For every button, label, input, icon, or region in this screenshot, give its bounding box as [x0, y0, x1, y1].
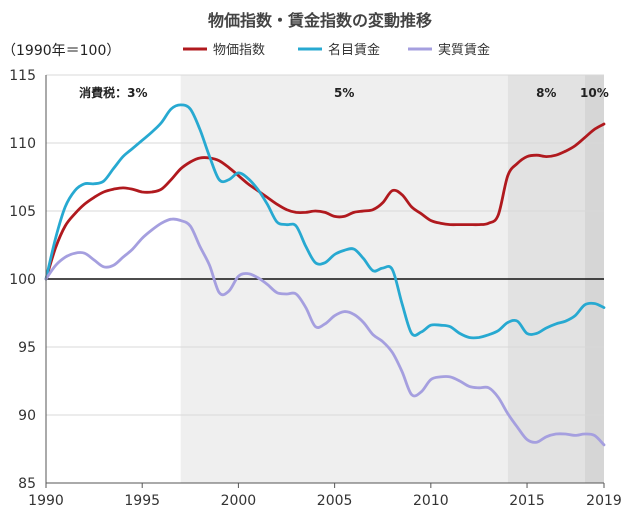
axes: 85 90 95 100 105 110 115 1990 1995 2000 2005 2010 20…	[9, 68, 622, 509]
x-tick-label-1995: 1995	[124, 493, 160, 509]
x-tick-label-2010: 2010	[413, 493, 449, 509]
tax-label-1: 5%	[334, 86, 354, 100]
legend-label-2: 実質賃金	[438, 42, 490, 58]
series-line-1	[44, 103, 606, 340]
x-tick-label-2000: 2000	[221, 493, 257, 509]
tax-period-labels: 消費税：3% 5% 8% 10%	[79, 85, 609, 100]
y-tick-label-105: 105	[9, 204, 36, 220]
y-tick-label-115: 115	[9, 68, 36, 84]
tax-label-0: 消費税：3%	[79, 85, 147, 100]
series-line-2	[44, 217, 606, 447]
legend: 物価指数 名目賃金 実質賃金	[183, 42, 490, 58]
x-tick-label-1990: 1990	[28, 493, 64, 509]
legend-label-1: 名目賃金	[328, 42, 380, 58]
chart-title: 物価指数・賃金指数の変動推移	[208, 11, 432, 30]
y-tick-label-90: 90	[18, 408, 36, 424]
x-tick-label-2015: 2015	[509, 493, 545, 509]
y-tick-label-95: 95	[18, 340, 36, 356]
y-tick-label-100: 100	[9, 272, 36, 288]
tax-label-2: 8%	[536, 86, 556, 100]
x-tick-label-2005: 2005	[317, 493, 353, 509]
x-tick-label-2019: 2019	[586, 493, 622, 509]
series-line-0	[44, 122, 606, 281]
unit-label: （1990年＝100）	[2, 43, 120, 59]
tax-label-3: 10%	[580, 86, 609, 100]
series-lines	[44, 103, 606, 447]
y-tick-label-110: 110	[9, 136, 36, 152]
legend-label-0: 物価指数	[213, 43, 265, 58]
y-tick-label-85: 85	[18, 476, 36, 492]
